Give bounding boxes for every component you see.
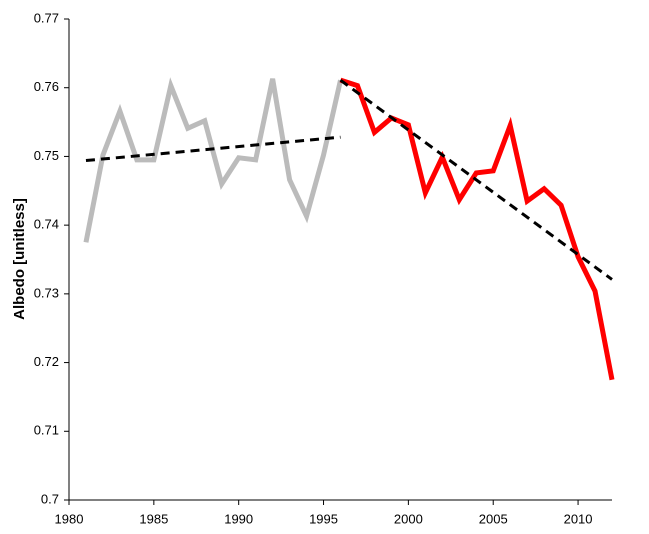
y-tick-label: 0.7 [41,491,59,506]
y-tick-label: 0.73 [34,285,59,300]
y-tick-label: 0.75 [34,148,59,163]
y-tick-label: 0.76 [34,79,59,94]
x-tick-label: 2000 [394,511,423,526]
trend-line [339,78,613,281]
y-tick-label: 0.72 [34,354,59,369]
data-line [339,77,615,381]
x-tick-label: 1995 [309,511,338,526]
y-tick-label: 0.71 [34,423,59,438]
y-tick-label: 0.74 [34,217,59,232]
data-line [83,77,343,243]
x-tick-label: 1980 [55,511,84,526]
y-tick-label: 0.77 [34,10,59,25]
x-tick-label: 1985 [139,511,168,526]
x-tick-label: 2010 [564,511,593,526]
x-tick-label: 2005 [479,511,508,526]
trend-line [85,135,341,163]
y-axis-label: Albedo [unitless] [11,198,28,320]
x-tick-label: 1990 [224,511,253,526]
